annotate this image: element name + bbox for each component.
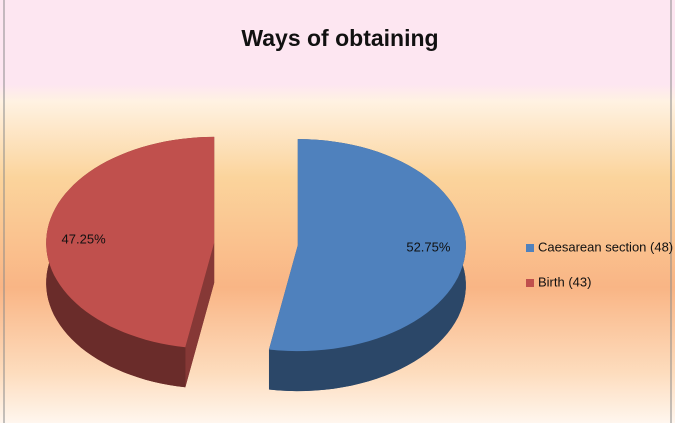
slice-top [269,139,466,352]
legend-swatch [526,279,534,287]
slice [46,136,215,388]
legend-label: Birth (43) [538,274,591,289]
slice-top [46,136,215,348]
data-label: 47.25% [62,232,107,247]
legend-swatch [526,244,534,252]
legend-label: Caesarean section (48) [538,239,673,254]
chart-title: Ways of obtaining [241,25,438,51]
slice-side [185,242,215,388]
slice [268,139,466,392]
data-label: 52.75% [406,239,451,254]
